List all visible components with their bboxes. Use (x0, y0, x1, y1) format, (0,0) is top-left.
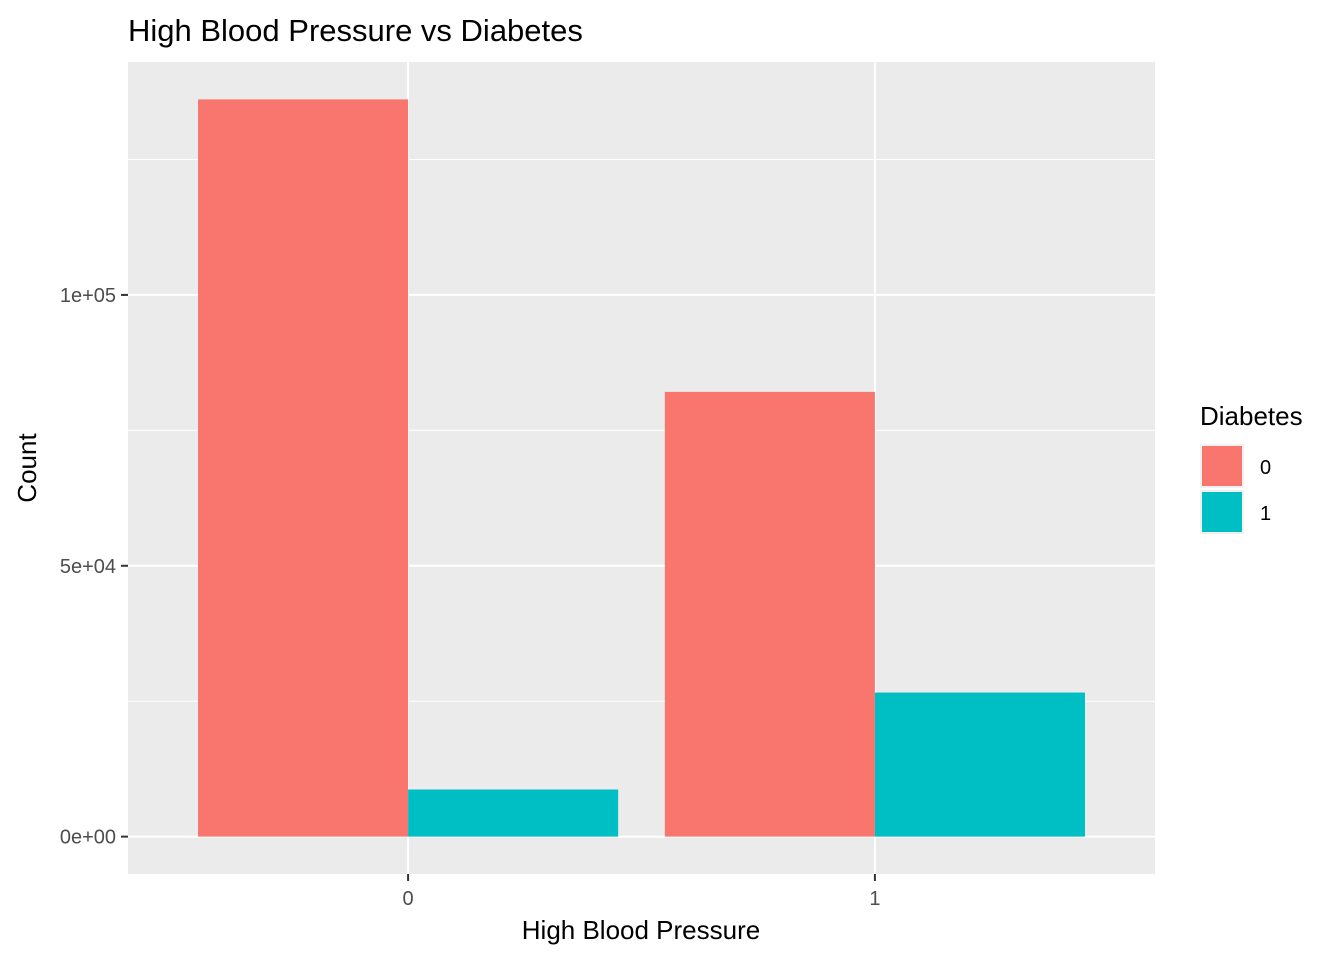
y-tick-label: 5e+04 (60, 556, 116, 578)
legend-key-swatch (1202, 446, 1242, 486)
legend-label: 0 (1260, 457, 1271, 479)
bar-hbp-1-diabetes-0 (664, 391, 875, 837)
legend: Diabetes 0 1 (1200, 401, 1303, 534)
x-tick-label: 0 (403, 888, 414, 910)
bars (198, 99, 1085, 837)
legend-title: Diabetes (1200, 401, 1303, 431)
x-tick-label: 1 (869, 888, 880, 910)
bar-hbp-1-diabetes-1 (874, 692, 1085, 837)
x-axis-title: High Blood Pressure (522, 915, 760, 945)
y-tick-label: 1e+05 (60, 285, 116, 307)
y-axis: 0e+00 5e+04 1e+05 (60, 285, 128, 849)
chart-title: High Blood Pressure vs Diabetes (128, 13, 583, 48)
y-axis-title: Count (12, 433, 42, 503)
legend-label: 1 (1260, 503, 1271, 525)
legend-key-swatch (1202, 492, 1242, 532)
y-tick-label: 0e+00 (60, 827, 116, 849)
bar-hbp-0-diabetes-0 (198, 99, 409, 837)
bar-hbp-0-diabetes-1 (408, 789, 619, 837)
